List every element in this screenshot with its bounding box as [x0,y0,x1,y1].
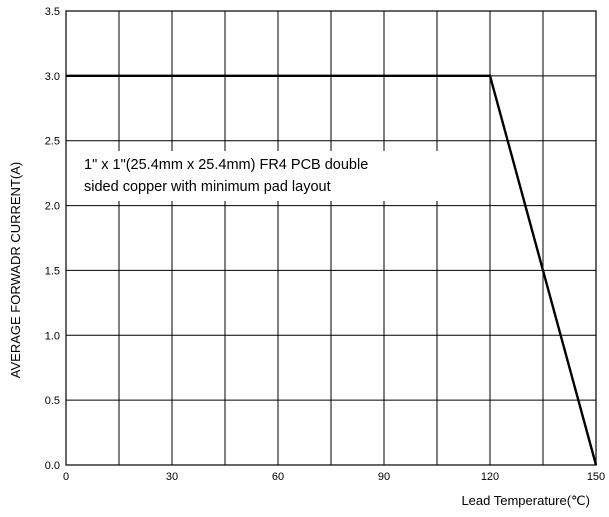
y-tick-label: 3.0 [45,71,60,83]
x-tick-label: 150 [587,471,605,483]
annotation-line-2: sided copper with minimum pad layout [84,179,331,195]
y-axis-label: AVERAGE FORWADR CURRENT(A) [8,162,23,378]
x-tick-label: 0 [63,471,69,483]
y-tick-label: 1.0 [45,330,60,342]
y-tick-label: 2.0 [45,201,60,213]
x-axis-label: Lead Temperature(℃) [461,493,590,508]
annotation-box: 1" x 1"(25.4mm x 25.4mm) FR4 PCB double … [80,151,468,201]
series-line-0 [66,74,598,466]
y-tick-label: 0.0 [45,460,60,472]
y-tick-label: 0.5 [45,395,60,407]
y-tick-label: 2.5 [45,136,60,148]
x-tick-label: 90 [378,471,390,483]
plot-frame [65,10,597,466]
x-tick-label: 120 [481,471,499,483]
annotation-line-1: 1" x 1"(25.4mm x 25.4mm) FR4 PCB double [84,157,369,173]
y-tick-label: 1.5 [45,265,60,277]
series-lines [66,74,598,466]
y-tick-labels: 0.0 0.5 1.0 1.5 2.0 2.5 3.0 3.5 [45,6,60,472]
x-tick-labels: 0 30 60 90 120 150 [63,471,605,483]
x-tick-label: 30 [166,471,178,483]
grid-lines [66,11,596,465]
y-tick-label: 3.5 [45,6,60,18]
x-tick-label: 60 [272,471,284,483]
